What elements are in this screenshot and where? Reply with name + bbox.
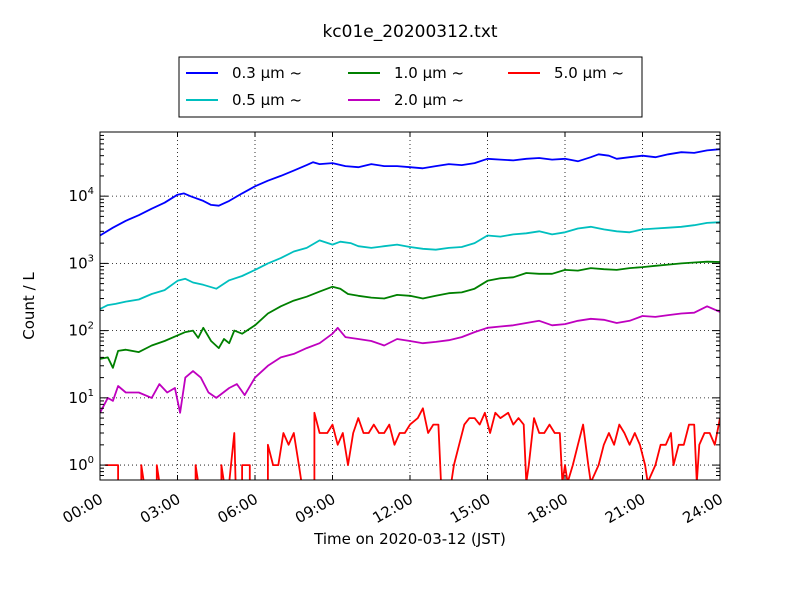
y-axis-label: Count / L (20, 272, 38, 340)
x-tick-label: 12:00 (370, 490, 416, 527)
plot-frame (99, 131, 721, 481)
series-line-3 (100, 305, 720, 414)
y-tick-label: 102 (69, 321, 94, 340)
x-tick-label: 09:00 (292, 490, 338, 527)
series-line-2 (100, 260, 720, 369)
legend-label: 0.5 μm ~ (232, 91, 302, 109)
grid (100, 132, 720, 480)
x-tick-label: 24:00 (680, 490, 726, 527)
x-tick-label: 00:00 (60, 490, 106, 527)
plot-background (100, 132, 720, 480)
x-tick-label: 03:00 (137, 490, 183, 527)
legend-label: 2.0 μm ~ (394, 91, 464, 109)
y-tick-label: 100 (69, 455, 94, 474)
legend-label: 0.3 μm ~ (232, 64, 302, 82)
y-tick-label: 104 (69, 186, 94, 205)
y-tick-label: 101 (69, 388, 94, 407)
y-tick-label: 103 (69, 253, 94, 272)
y-tick-labels: 100 101 102 103 104 (69, 186, 94, 474)
series-line-1 (100, 221, 720, 310)
x-tick-label: 21:00 (602, 490, 648, 527)
x-tick-label: 06:00 (215, 490, 261, 527)
series-line-4 (105, 407, 720, 480)
series-layer (100, 148, 720, 480)
chart-title: kc01e_20200312.txt (322, 22, 497, 42)
plot-area (99, 131, 721, 481)
legend-label: 1.0 μm ~ (394, 64, 464, 82)
x-tick-label: 15:00 (447, 490, 493, 527)
x-axis-label: Time on 2020-03-12 (JST) (313, 530, 506, 548)
legend: 0.3 μm ~ 0.5 μm ~ 1.0 μm ~ 2.0 μm ~ 5.0 μm ~ (178, 56, 643, 118)
series-line-0 (100, 148, 720, 237)
legend-label: 5.0 μm ~ (554, 64, 624, 82)
legend-box (178, 56, 643, 118)
x-tick-label: 18:00 (525, 490, 571, 527)
x-tick-labels: 00:00 03:00 06:00 09:00 12:00 15:00 18:00 21:00… (60, 490, 726, 527)
